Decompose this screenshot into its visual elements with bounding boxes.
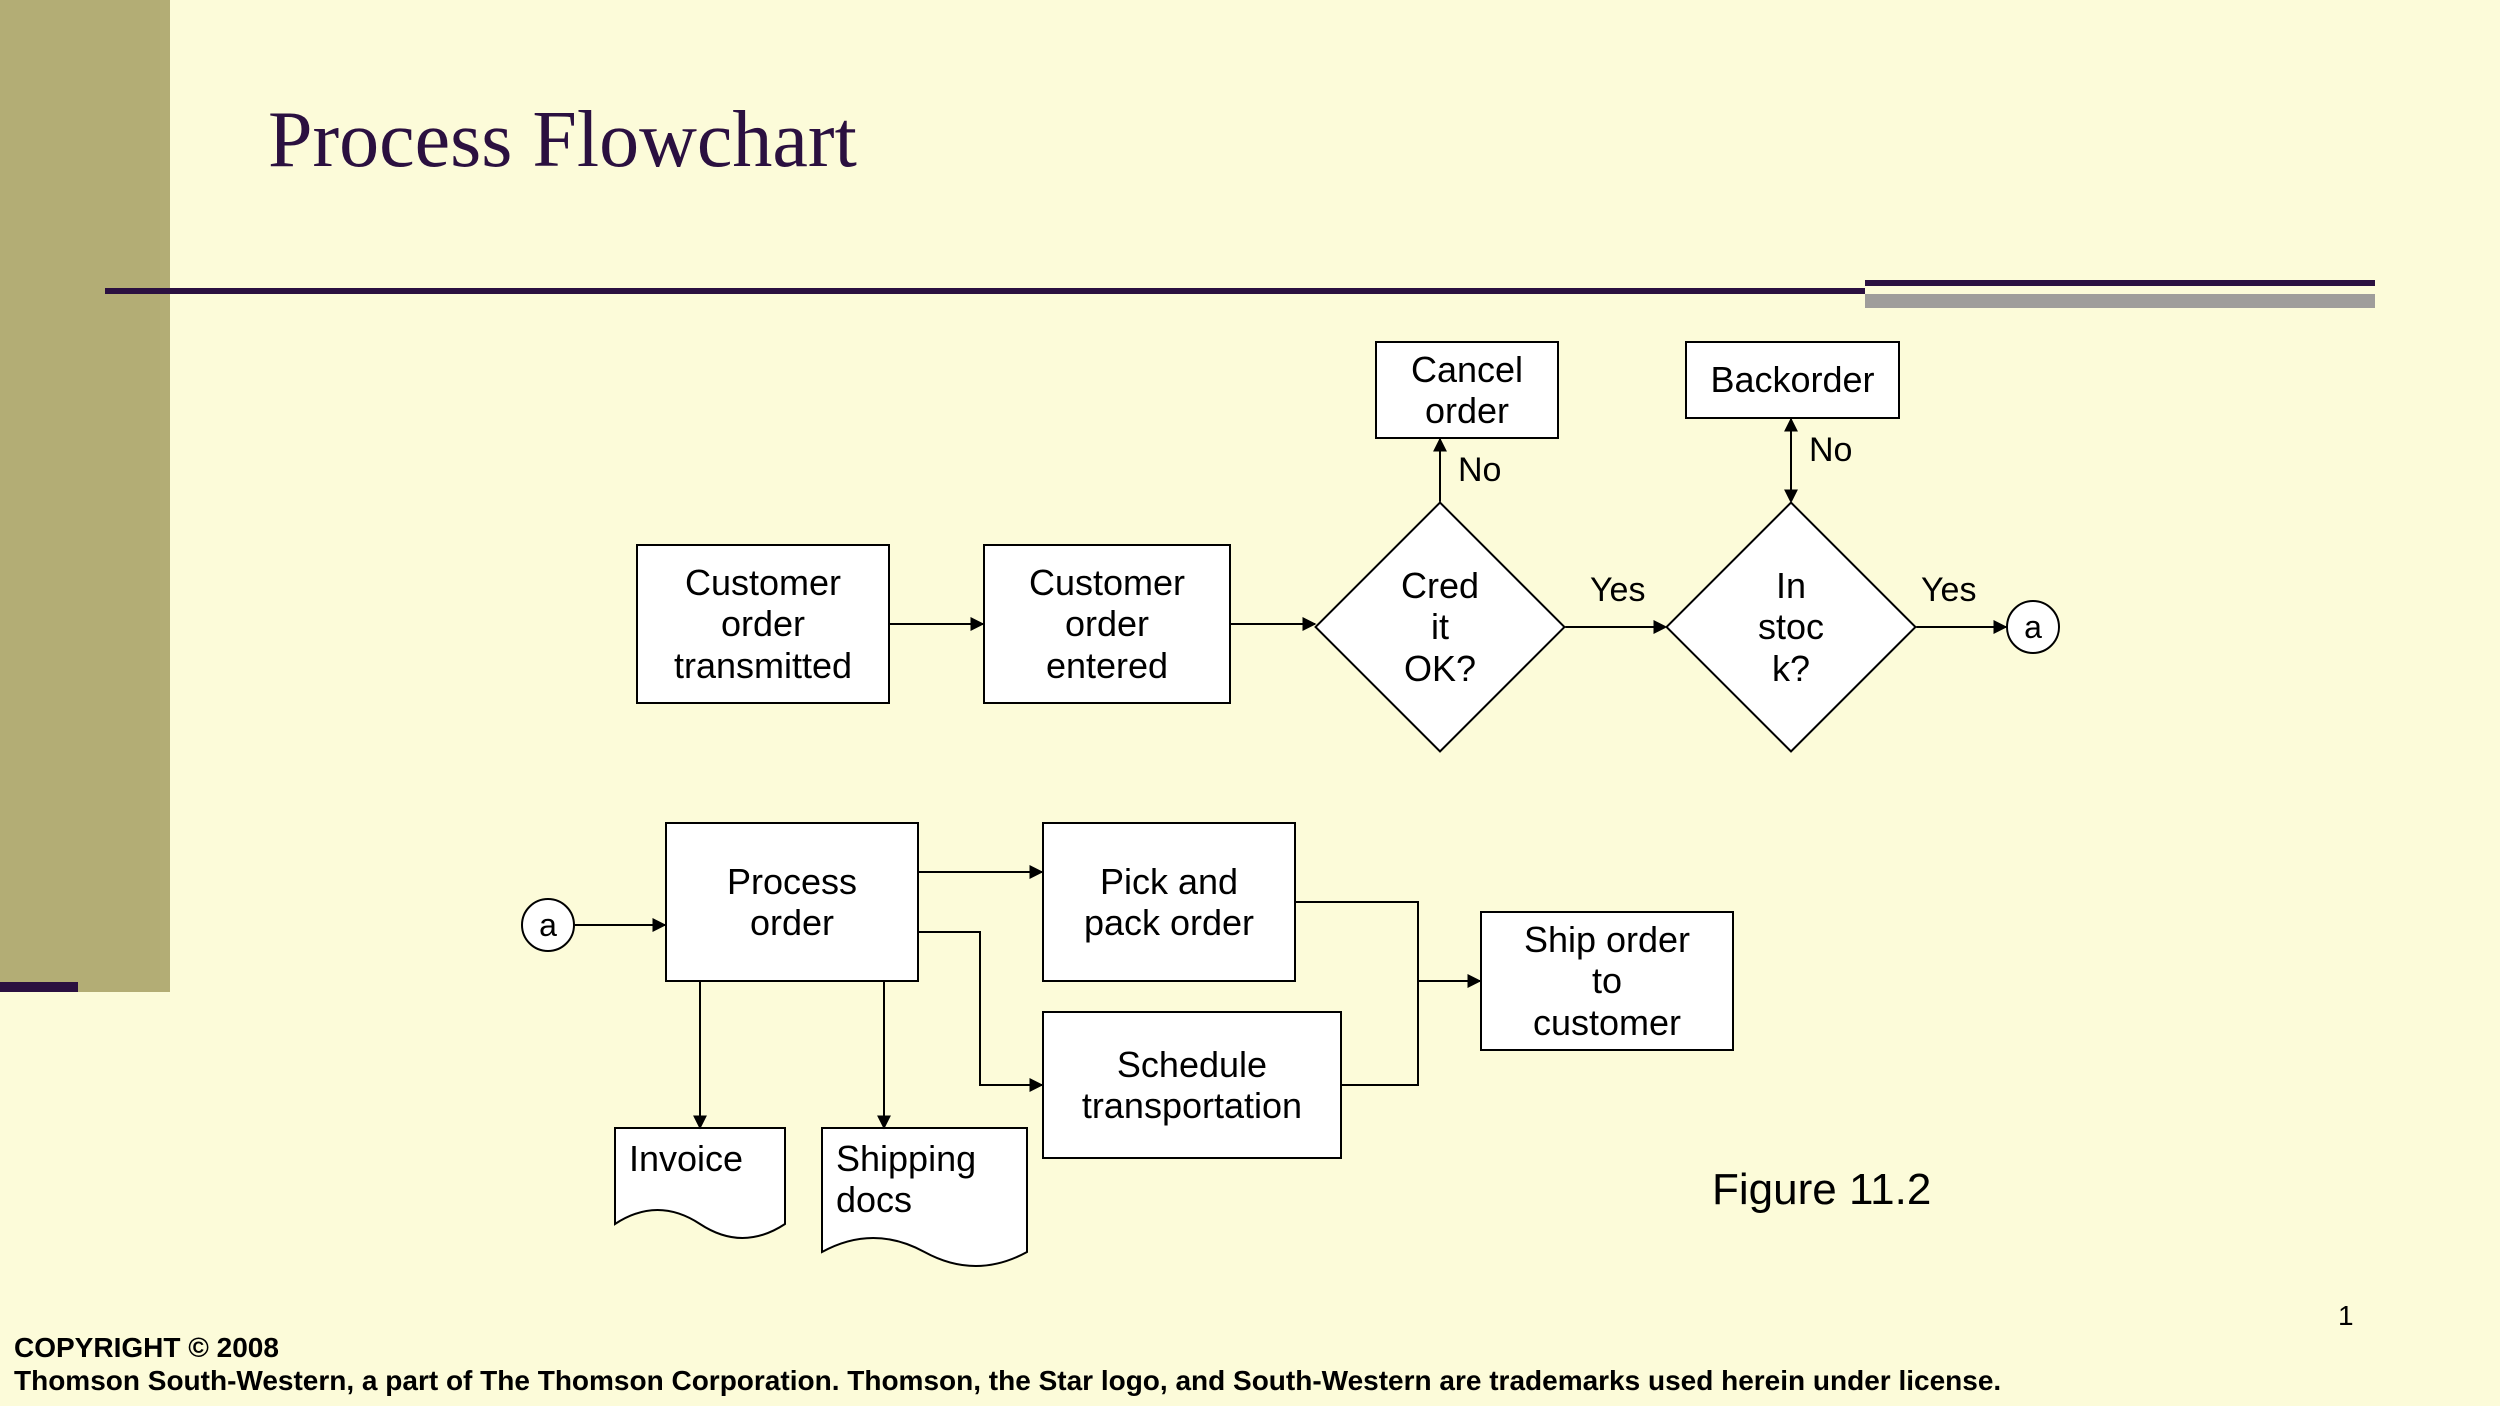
sidebar-bar [0,0,170,992]
flow-edge-label: No [1458,451,1501,490]
flow-node-n_backorder: Backorder [1685,341,1900,419]
slide: Process Flowchart Figure 11.2 1 COPYRIGHT ©… [0,0,2500,1406]
flow-connector-n_conn_a1: a [521,898,575,952]
flow-node-n_instock: In stoc k? [1666,502,1916,752]
flow-doc-label-n_invoice: Invoice [615,1128,785,1210]
flow-node-n_entered: Customer order entered [983,544,1231,704]
flow-edge-label: No [1809,431,1852,470]
flow-node-n_cancel: Cancel order [1375,341,1559,439]
flow-node-n_schedule: Schedule transportation [1042,1011,1342,1159]
flow-edge-label: Yes [1590,571,1645,610]
flow-edges [0,0,2500,1406]
flow-node-n_ship: Ship order to customer [1480,911,1734,1051]
flow-edge-label: Yes [1921,571,1976,610]
flow-node-n_credit: Cred it OK? [1315,502,1565,752]
flow-node-n_process: Process order [665,822,919,982]
title-rule-top [1865,280,2375,286]
flow-node-n_transmit: Customer order transmitted [636,544,890,704]
page-number: 1 [2338,1300,2354,1332]
figure-label: Figure 11.2 [1712,1165,1931,1215]
title-rule-main [105,288,1865,294]
flow-node-label-n_instock: In stoc k? [1666,502,1916,752]
flow-node-label-n_credit: Cred it OK? [1315,502,1565,752]
copyright-line-1: COPYRIGHT © 2008 [14,1332,279,1364]
copyright-line-2: Thomson South-Western, a part of The Tho… [14,1365,2001,1397]
flow-node-n_pick: Pick and pack order [1042,822,1296,982]
slide-title: Process Flowchart [268,95,857,186]
sidebar-accent [0,982,78,992]
flow-doc-label-n_shipdocs: Shipping docs [822,1128,1027,1238]
title-rule-shadow [1865,294,2375,308]
flow-connector-n_conn_a2: a [2006,600,2060,654]
